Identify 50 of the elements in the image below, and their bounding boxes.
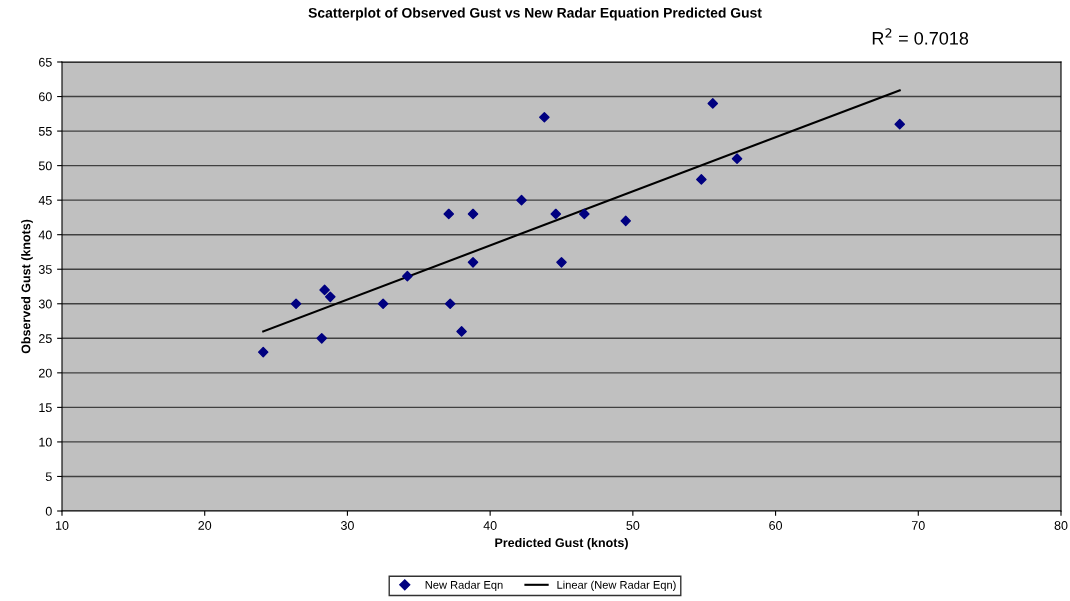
y-axis-title: Observed Gust (knots)	[21, 219, 33, 354]
y-tick-label: 10	[39, 437, 52, 447]
x-tick-label: 80	[1054, 521, 1068, 530]
x-tick-label: 10	[56, 521, 69, 530]
point	[539, 111, 550, 123]
point	[443, 208, 455, 220]
point	[257, 346, 269, 358]
point	[402, 270, 413, 282]
legend-label: New Radar Eqn	[425, 580, 503, 591]
y-tick-label: 20	[39, 368, 52, 378]
point	[325, 291, 336, 303]
point	[696, 174, 707, 185]
point	[894, 118, 906, 130]
point	[579, 208, 590, 220]
point	[444, 298, 456, 310]
point	[731, 153, 743, 165]
y-tick-label: 5	[45, 472, 52, 482]
y-tick-label: 15	[39, 403, 52, 413]
x-tick-label: 70	[911, 521, 925, 530]
point	[290, 298, 302, 310]
point	[620, 215, 632, 227]
point	[319, 284, 330, 296]
x-tick-label: 30	[340, 521, 354, 530]
chart-title: Scatterplot of Observed Gust vs New Radar Equation Predicted Gust	[308, 7, 762, 21]
legend-label: Linear (New Radar Eqn)	[557, 580, 676, 591]
point	[377, 298, 389, 310]
y-tick-label: 40	[38, 230, 52, 240]
point	[456, 326, 467, 337]
x-tick-label: 40	[483, 521, 497, 530]
x-tick-label: 60	[769, 521, 783, 530]
y-tick-label: 45	[38, 196, 52, 205]
x-tick-label: 50	[626, 521, 640, 530]
y-tick-label: 30	[38, 299, 52, 309]
x-axis-title: Predicted Gust (knots)	[495, 537, 628, 550]
y-tick-label: 60	[39, 92, 52, 102]
y-tick-label: 35	[38, 265, 52, 274]
text: R$^{2}$ = 0.7018	[872, 28, 969, 45]
point	[556, 257, 567, 268]
point	[516, 194, 527, 206]
point	[467, 208, 479, 220]
y-tick-label: 65	[39, 57, 52, 67]
y-tick-label: 0	[45, 506, 52, 516]
y-tick-label: 25	[39, 334, 52, 343]
x-tick-label: 20	[198, 521, 212, 530]
point	[550, 208, 562, 220]
point	[316, 333, 328, 344]
y-tick-label: 55	[38, 127, 52, 136]
point	[707, 98, 719, 109]
point	[467, 257, 479, 268]
y-tick-label: 50	[38, 161, 52, 171]
